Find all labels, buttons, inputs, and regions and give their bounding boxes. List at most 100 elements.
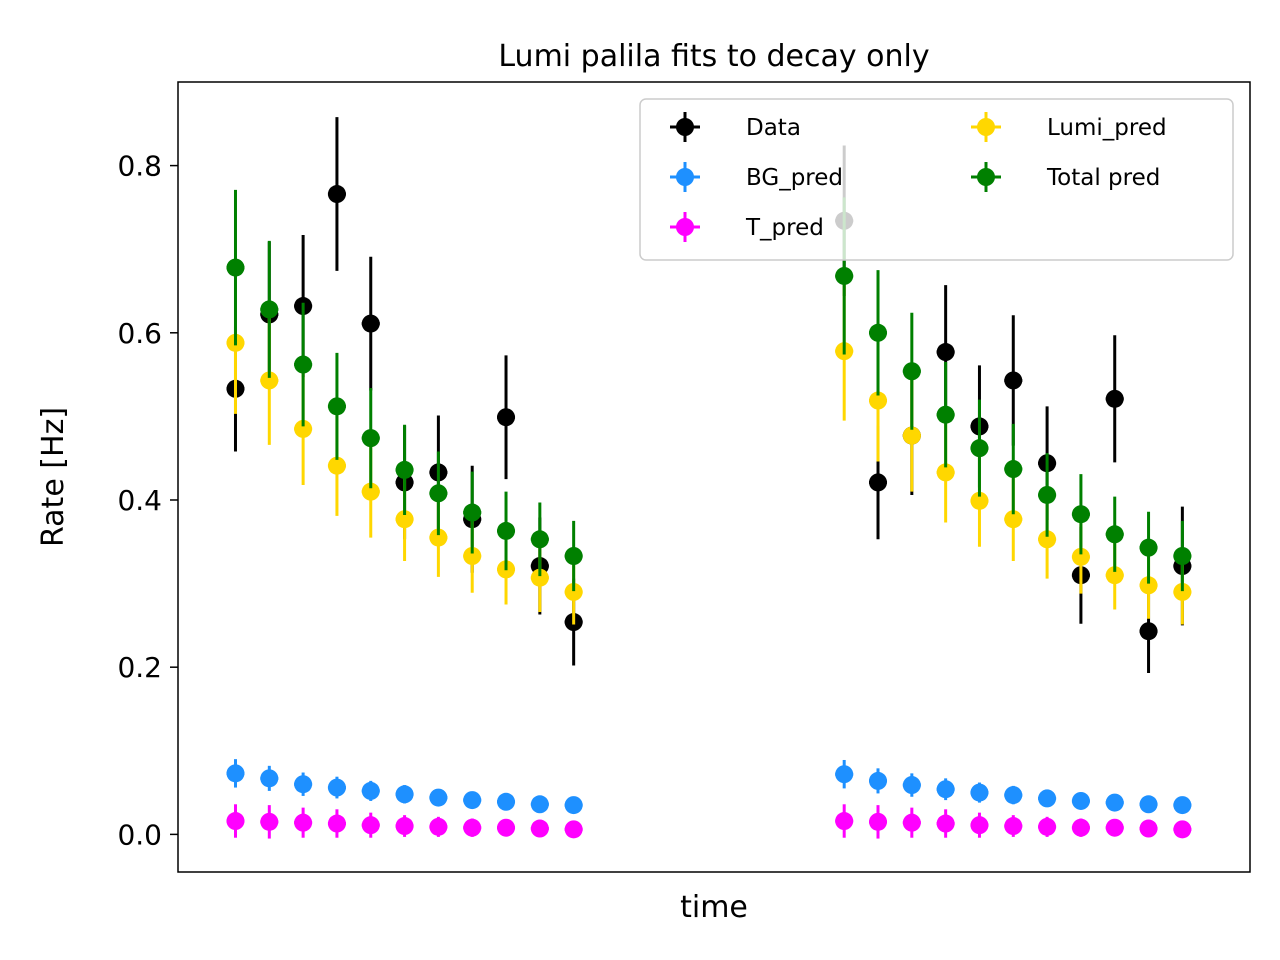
data-point (395, 460, 414, 479)
data-point (835, 765, 854, 784)
y-axis-label: Rate [Hz] (36, 407, 71, 547)
data-point (260, 812, 279, 831)
data-point (530, 795, 549, 814)
x-axis-label: time (680, 890, 748, 925)
data-point (1004, 510, 1023, 529)
data-point (530, 530, 549, 549)
data-point (429, 788, 448, 807)
data-point (327, 456, 346, 475)
y-tick-label: 0.2 (117, 651, 162, 684)
data-point (260, 371, 279, 390)
data-point (1105, 566, 1124, 585)
data-point (429, 484, 448, 503)
data-point (260, 300, 279, 319)
data-point (869, 771, 888, 790)
data-point (1173, 796, 1192, 815)
data-point (1071, 547, 1090, 566)
data-point (869, 323, 888, 342)
series-layer (226, 117, 1192, 839)
data-point (1038, 530, 1057, 549)
legend-label: Total pred (1046, 165, 1160, 191)
series-t-pred (226, 804, 1192, 839)
data-point (361, 314, 380, 333)
data-point (361, 482, 380, 501)
legend-entry: T_pred (670, 212, 824, 242)
data-point (327, 185, 346, 204)
data-point (835, 812, 854, 831)
data-point (1139, 576, 1158, 595)
data-point (970, 491, 989, 510)
data-point (902, 813, 921, 832)
chart-title: Lumi palila fits to decay only (498, 39, 929, 74)
data-point (497, 792, 516, 811)
data-point (936, 814, 955, 833)
data-point (294, 419, 313, 438)
legend-label: BG_pred (746, 165, 843, 191)
data-point (970, 783, 989, 802)
data-point (1004, 460, 1023, 479)
data-point (869, 812, 888, 831)
data-point (294, 775, 313, 794)
legend-marker (977, 168, 995, 186)
data-point (1173, 547, 1192, 565)
series-total-pred (226, 189, 1192, 592)
data-point (1173, 582, 1192, 601)
series-bg-pred (226, 759, 1192, 815)
legend-entry: Data (670, 112, 801, 142)
data-point (429, 817, 448, 836)
data-point (564, 547, 583, 565)
y-axis-ticks: 0.0 0.2 0.4 0.6 0.8 (117, 150, 178, 851)
data-point (395, 817, 414, 836)
data-point (1139, 622, 1158, 641)
data-point (260, 769, 279, 788)
data-point (564, 582, 583, 601)
data-point (497, 818, 516, 837)
data-point (226, 258, 245, 277)
data-point (1038, 789, 1057, 808)
data-point (902, 776, 921, 795)
data-point (970, 816, 989, 835)
data-point (361, 429, 380, 448)
data-point (1105, 525, 1124, 544)
data-point (936, 405, 955, 424)
data-point (970, 439, 989, 458)
data-point (869, 391, 888, 410)
data-point (463, 503, 482, 522)
data-point (564, 796, 583, 815)
data-point (530, 819, 549, 838)
data-point (294, 813, 313, 832)
y-tick-label: 0.6 (117, 317, 162, 350)
data-point (1004, 817, 1023, 836)
data-point (936, 780, 955, 799)
data-point (936, 463, 955, 482)
data-point (327, 397, 346, 416)
data-point (936, 343, 955, 362)
data-point (902, 362, 921, 381)
legend-entry: Total pred (971, 162, 1160, 192)
data-point (327, 814, 346, 833)
data-point (294, 355, 313, 374)
data-point (463, 791, 482, 810)
legend-label: Data (746, 115, 801, 141)
data-point (226, 812, 245, 831)
plot-area (177, 81, 1251, 873)
data-point (361, 781, 380, 800)
data-point (1071, 791, 1090, 810)
data-point (869, 473, 888, 492)
data-point (429, 528, 448, 547)
data-point (1105, 793, 1124, 812)
legend: Data BG_pred T_pred Lumi_pred Total pred (639, 98, 1234, 261)
data-point (1004, 786, 1023, 805)
data-point (530, 568, 549, 587)
legend-marker (977, 118, 995, 136)
data-point (361, 816, 380, 835)
legend-marker (676, 218, 694, 236)
data-point (1004, 371, 1023, 390)
data-point (902, 426, 921, 445)
legend-label: Lumi_pred (1047, 115, 1167, 141)
data-point (1071, 505, 1090, 524)
data-point (226, 764, 245, 783)
data-point (1139, 819, 1158, 838)
y-tick-label: 0.8 (117, 150, 162, 183)
